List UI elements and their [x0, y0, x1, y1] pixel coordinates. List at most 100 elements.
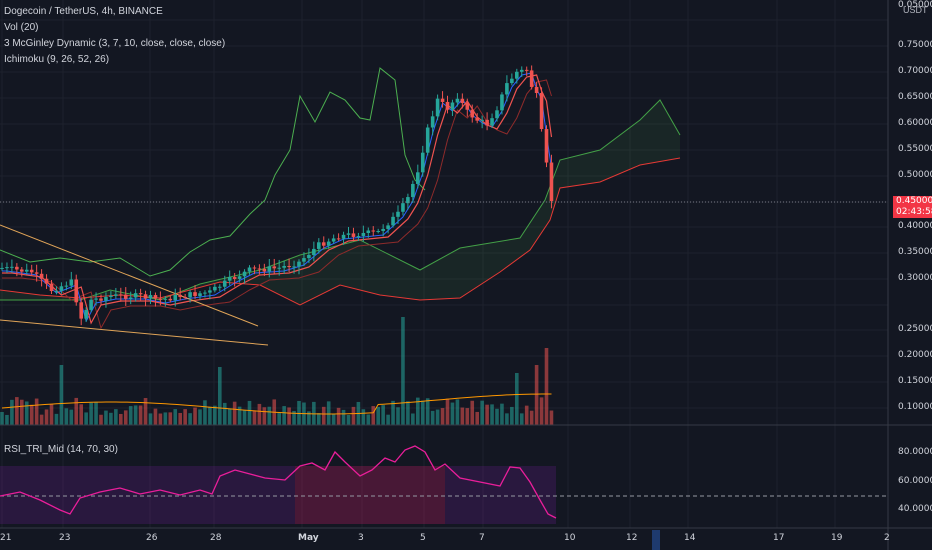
indicator-volume[interactable]: Vol (20) [4, 22, 39, 33]
time-tick-label: 10 [564, 533, 576, 543]
volume-bar [227, 408, 232, 425]
candle-body [232, 277, 237, 279]
candle-body [208, 290, 212, 293]
trendline-upper [0, 224, 259, 327]
price-tick-label: 0.10000 [898, 402, 932, 412]
candle-body [326, 241, 331, 246]
candle-body [539, 93, 544, 130]
volume-bar [257, 403, 262, 425]
price-tick-label: 0.55000 [898, 144, 932, 154]
volume-bar [401, 317, 405, 425]
time-tick-label: 14 [684, 533, 696, 543]
symbol-title[interactable]: Dogecoin / TetherUS, 4h, BINANCE [4, 6, 163, 17]
mcginley-line-fast [2, 72, 552, 323]
candle-body [34, 272, 39, 274]
candle-body [227, 277, 232, 281]
volume-bar [470, 400, 475, 425]
candle-body [331, 238, 336, 242]
currency-label: USDT [903, 5, 928, 15]
volume-bar [133, 405, 138, 425]
candle-body [321, 242, 326, 246]
candle-body [455, 98, 460, 103]
candle-body [366, 230, 371, 234]
volume-bar [366, 414, 371, 425]
candle-body [361, 233, 366, 236]
volume-bar [336, 407, 341, 425]
candle-body [381, 228, 385, 231]
candle-body [203, 292, 207, 294]
volume-bar [138, 405, 143, 425]
candle-body [64, 285, 69, 287]
candle-body [59, 286, 64, 291]
volume-bar [307, 411, 311, 425]
volume-bar [148, 413, 153, 425]
candle-body [99, 298, 103, 301]
candle-body [153, 295, 158, 299]
volume-bar [524, 405, 529, 425]
candle-body [15, 266, 19, 270]
candle-body [24, 269, 29, 272]
volume-bar [84, 412, 88, 425]
candle-body [515, 71, 519, 79]
candle-body [480, 119, 484, 121]
candle-body [158, 298, 163, 300]
time-tick-label: 28 [210, 533, 222, 543]
volume-bar [262, 407, 267, 425]
mcginley-line-slow [2, 74, 553, 325]
volume-bar [297, 400, 301, 425]
candle-body [346, 233, 351, 235]
trendline-lower [0, 319, 269, 346]
indicator-rsi[interactable]: RSI_TRI_Mid (14, 70, 30) [4, 444, 118, 455]
candle-body [267, 266, 272, 272]
price-tick-label: 0.25000 [898, 324, 932, 334]
volume-bar [386, 414, 390, 425]
volume-bar [331, 413, 336, 425]
volume-bar [475, 411, 479, 425]
volume-bar [495, 408, 499, 425]
volume-bar [247, 400, 252, 425]
candle-body [119, 294, 123, 296]
candle-body [356, 235, 361, 237]
indicator-ichimoku[interactable]: Ichimoku (9, 26, 52, 26) [4, 54, 110, 65]
candle-body [69, 279, 74, 286]
time-tick-label: 2 [884, 533, 890, 543]
candle-body [49, 283, 54, 292]
volume-bar [208, 406, 212, 425]
candle-body [435, 98, 440, 117]
volume-bar [49, 403, 54, 425]
time-tick-label: 5 [420, 533, 426, 543]
volume-bar [34, 398, 39, 425]
volume-bar [89, 402, 93, 425]
candle-body [336, 238, 341, 240]
candle-body [386, 225, 390, 229]
volume-bar [534, 365, 539, 425]
volume-bar [490, 404, 494, 425]
candle-body [218, 286, 222, 288]
volume-bar [163, 412, 168, 425]
volume-bar [460, 407, 465, 425]
time-cursor-marker [652, 530, 660, 550]
volume-bar [277, 413, 281, 425]
cloud-fill [0, 100, 680, 305]
last-price-value: 0.45000 [896, 196, 932, 206]
candle-body [257, 268, 262, 270]
candle-body [475, 117, 479, 121]
candlesticks [0, 65, 554, 326]
volume-bar [376, 407, 380, 425]
candle-body [312, 248, 316, 256]
kijun-line [2, 79, 552, 330]
candle-body [445, 101, 450, 110]
price-tick-label: 0.30000 [898, 273, 932, 283]
volume-bar [99, 414, 103, 425]
indicator-lines [0, 67, 553, 330]
volume-bar [158, 413, 163, 425]
indicator-mcginley[interactable]: 3 McGinley Dynamic (3, 7, 10, close, clo… [4, 38, 226, 49]
candle-body [351, 233, 356, 237]
candle-body [460, 98, 465, 104]
volume-bar [178, 412, 182, 425]
candle-body [440, 98, 445, 102]
volume-bar [143, 398, 148, 425]
